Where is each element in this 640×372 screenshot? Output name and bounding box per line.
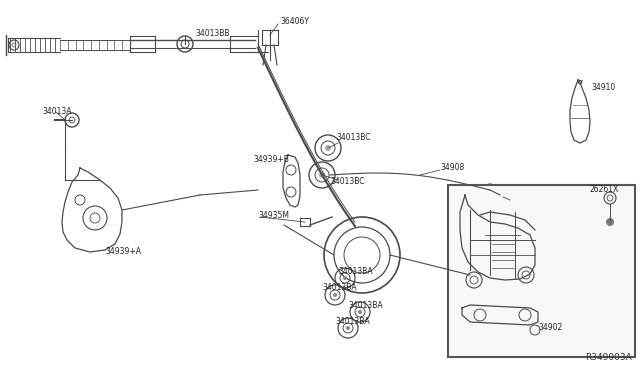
Text: 34935M: 34935M (258, 211, 289, 219)
Text: 34939+A: 34939+A (105, 247, 141, 257)
Bar (448, 185, 635, 357)
Text: R349003A: R349003A (585, 353, 632, 362)
Text: 34013BB: 34013BB (195, 29, 230, 38)
Text: 34908: 34908 (440, 164, 464, 173)
Text: 34013BC: 34013BC (330, 177, 365, 186)
Circle shape (606, 218, 614, 226)
Text: 34013BA: 34013BA (335, 317, 370, 327)
Text: 34013BA: 34013BA (348, 301, 383, 310)
Text: 34013BA: 34013BA (338, 267, 372, 276)
Circle shape (319, 172, 325, 178)
Text: 34013BC: 34013BC (336, 134, 371, 142)
Text: 26261X: 26261X (590, 186, 620, 195)
Text: 34013A: 34013A (42, 108, 72, 116)
Text: 34939+B: 34939+B (253, 155, 289, 164)
Circle shape (346, 326, 350, 330)
Text: 34902: 34902 (538, 324, 563, 333)
Circle shape (333, 293, 337, 297)
Circle shape (343, 276, 347, 280)
Text: 34013BA: 34013BA (322, 283, 356, 292)
Circle shape (325, 145, 331, 151)
Text: 34910: 34910 (591, 83, 615, 93)
Text: 36406Y: 36406Y (280, 17, 309, 26)
Circle shape (358, 310, 362, 314)
